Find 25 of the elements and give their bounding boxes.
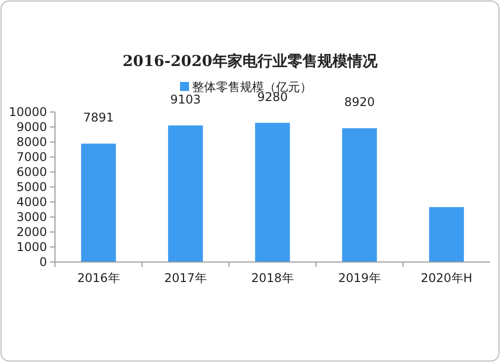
bar <box>255 122 290 262</box>
y-tick-label: 0 <box>39 255 47 269</box>
y-tick-label: 3000 <box>16 210 47 224</box>
x-tick-label: 2017年 <box>164 271 207 285</box>
y-tick-label: 4000 <box>16 195 47 209</box>
bar <box>429 207 464 262</box>
bar <box>342 128 377 262</box>
chart-title: 2016-2020年家电行业零售规模情况 <box>122 52 378 70</box>
y-tick-label: 7000 <box>16 150 47 164</box>
data-label: 8920 <box>344 95 375 110</box>
x-tick-label: 2018年 <box>251 271 294 285</box>
x-tick-label: 2019年 <box>338 271 381 285</box>
y-tick-label: 9000 <box>16 120 47 134</box>
data-label: 7891 <box>83 110 114 125</box>
y-tick-label: 1000 <box>16 240 47 254</box>
y-tick-label: 10000 <box>8 105 47 119</box>
x-tick-label: 2020年H <box>420 271 472 285</box>
y-tick-label: 8000 <box>16 135 47 149</box>
y-tick-label: 2000 <box>16 225 47 239</box>
bar <box>81 144 116 262</box>
y-tick-label: 6000 <box>16 165 47 179</box>
bar <box>168 125 203 262</box>
y-tick-label: 5000 <box>16 180 47 194</box>
x-tick-label: 2016年 <box>77 271 120 285</box>
data-label: 9103 <box>170 92 201 106</box>
